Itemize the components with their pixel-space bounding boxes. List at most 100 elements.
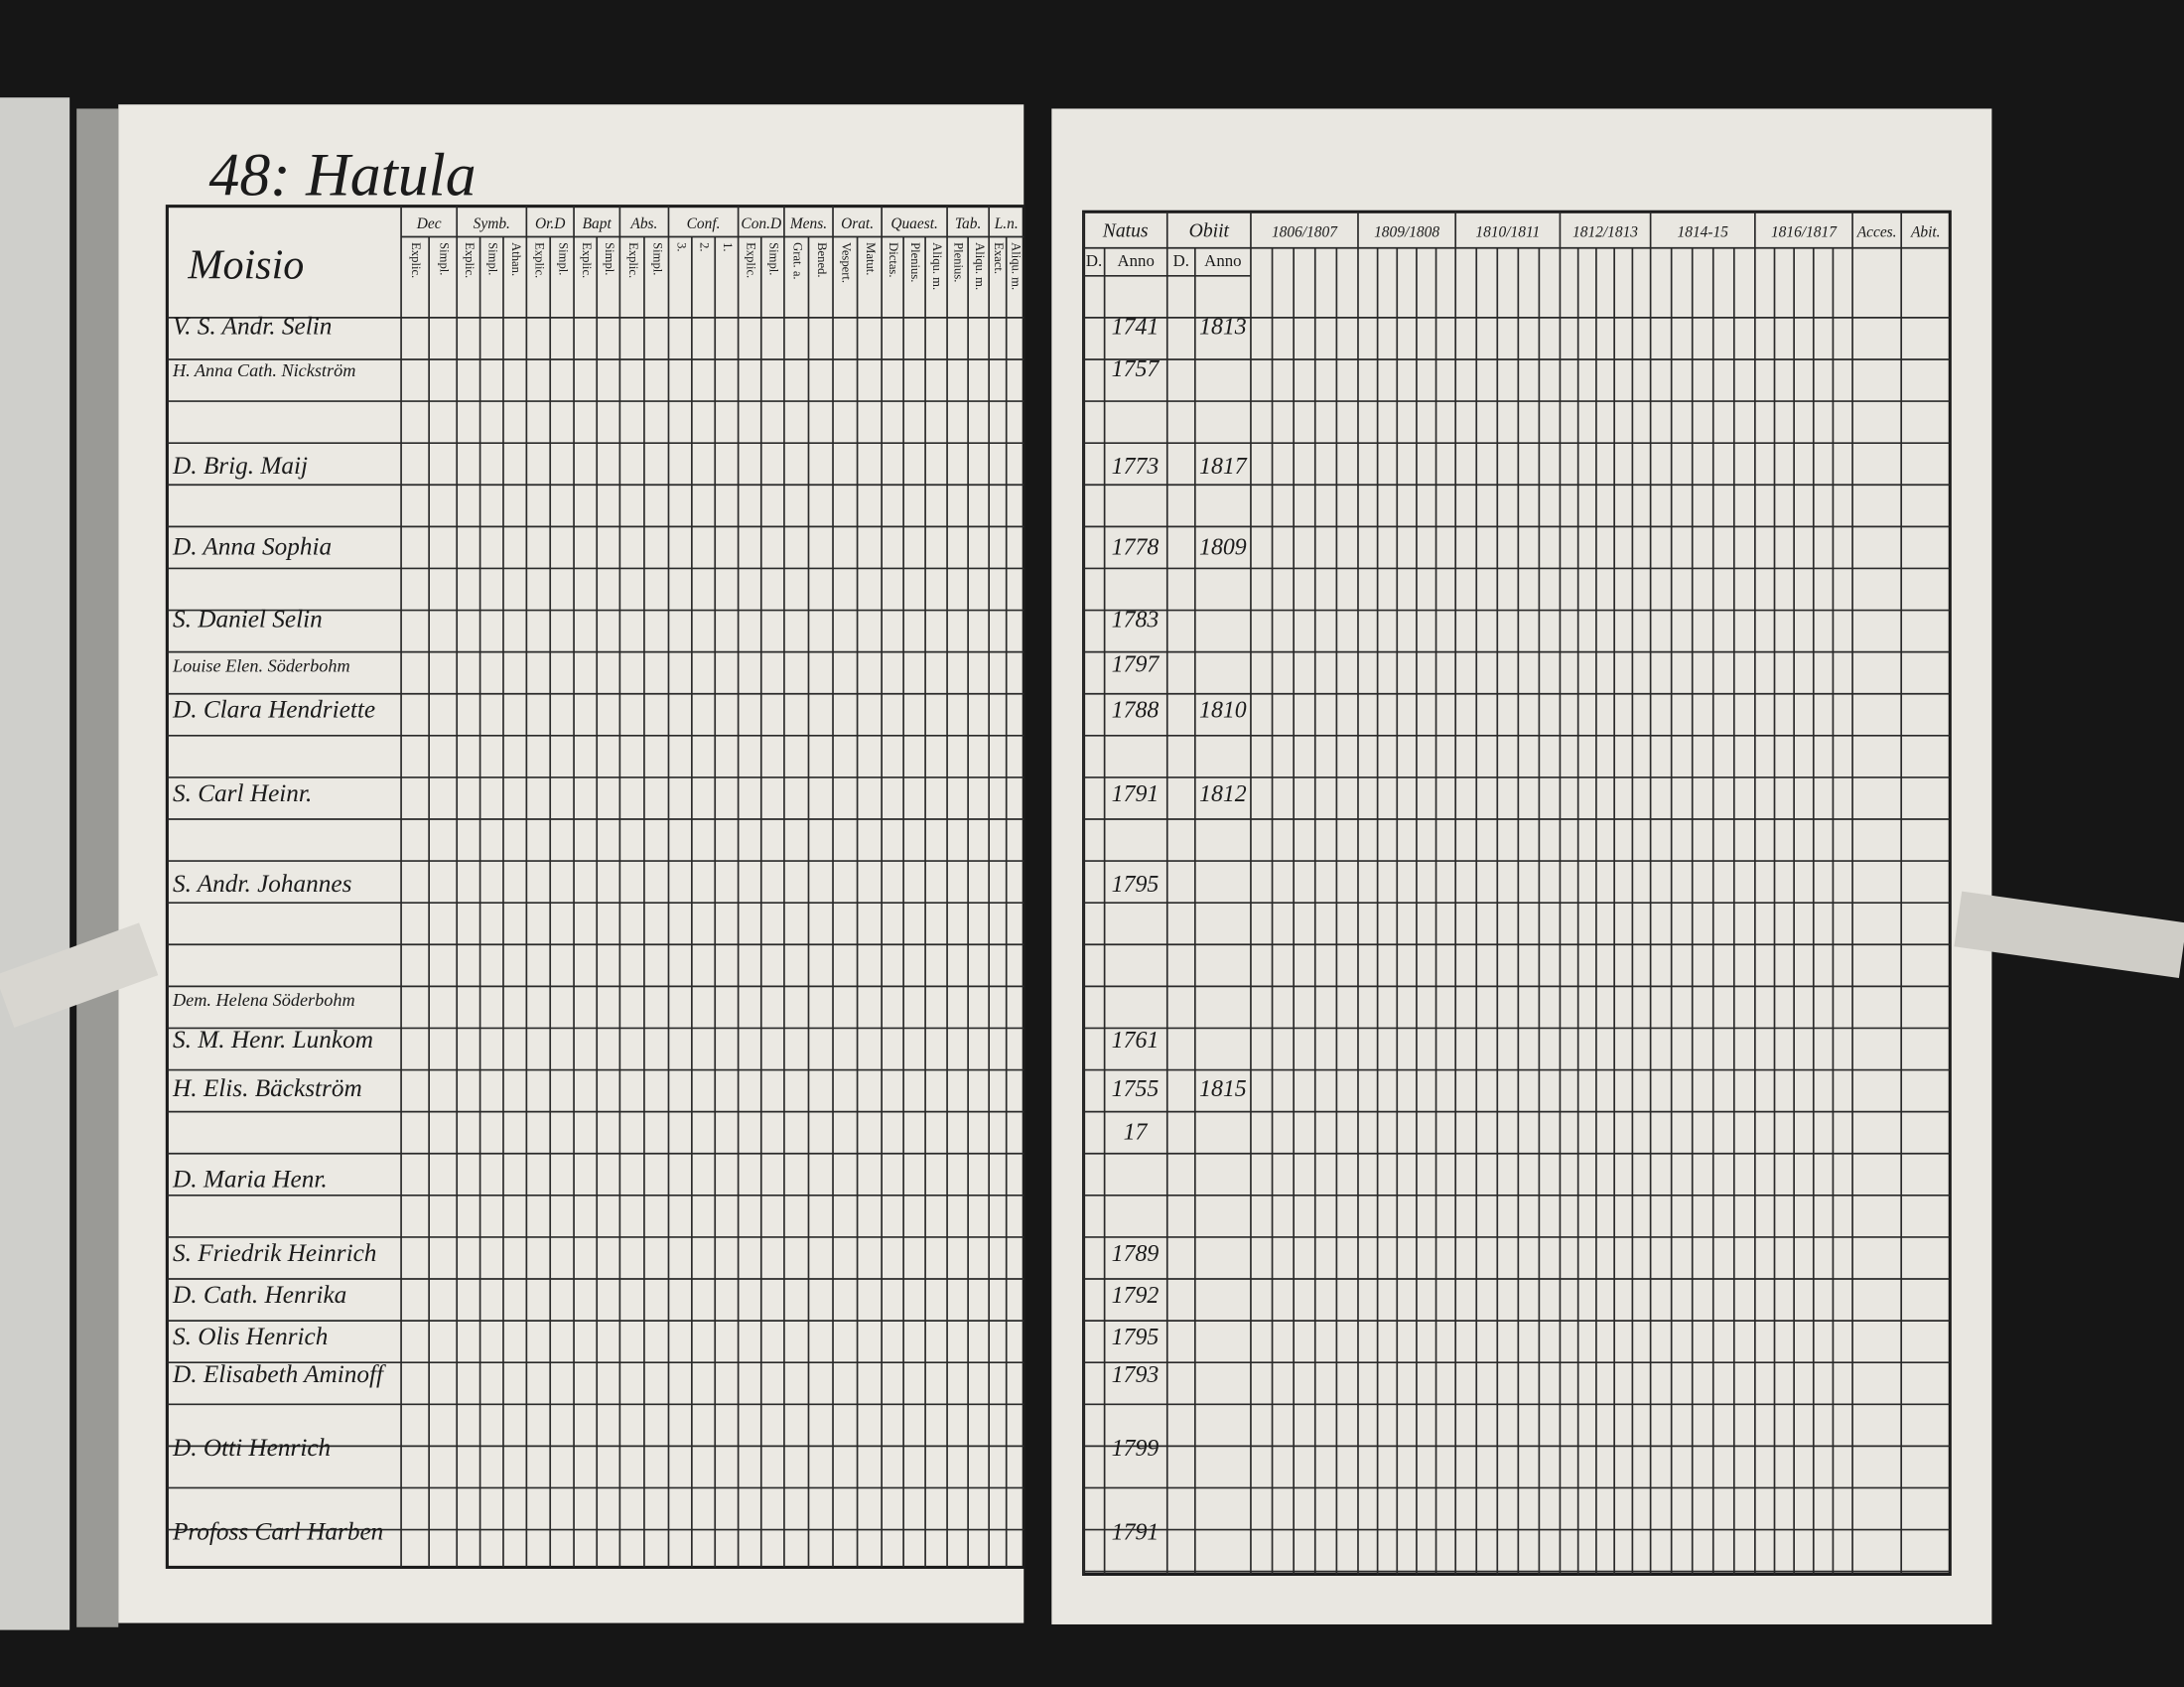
column-subheader: Anno: [1117, 251, 1154, 270]
row-name: Profoss Carl Harben: [172, 1517, 383, 1545]
column-header: 1816/1817: [1771, 224, 1838, 241]
left-page: [118, 104, 1024, 1623]
row-natus: 1783: [1112, 607, 1160, 633]
column-subheader: Simpl.: [603, 242, 616, 275]
column-header: Bapt: [583, 215, 613, 232]
column-subheader: Explic.: [532, 242, 546, 278]
column-subheader: Simpl.: [766, 242, 780, 275]
column-header: Orat.: [841, 215, 874, 232]
column-header: Conf.: [687, 215, 721, 232]
column-subheader: Simpl.: [485, 242, 499, 275]
row-name: D. Clara Hendriette: [172, 696, 375, 724]
row-obiit: 1817: [1199, 454, 1248, 480]
row-name: S. Daniel Selin: [173, 605, 323, 633]
column-header: 1809/1808: [1374, 224, 1439, 241]
row-natus: 1797: [1112, 651, 1160, 677]
row-name: D. Maria Henr.: [172, 1165, 328, 1193]
left-table-frame: [165, 205, 1025, 1569]
column-header: L.n.: [994, 215, 1019, 232]
column-header: Mens.: [789, 215, 827, 232]
row-name: S. Olis Henrich: [173, 1323, 328, 1350]
right-page: [1051, 108, 1992, 1624]
row-natus: 1757: [1112, 356, 1160, 382]
row-natus: 1789: [1112, 1241, 1160, 1267]
column-subheader: Bened.: [815, 242, 829, 277]
row-obiit: 1815: [1199, 1076, 1247, 1102]
row-name: H. Anna Cath. Nickström: [172, 360, 355, 380]
row-natus: 1773: [1112, 454, 1160, 480]
row-name: S. Friedrik Heinrich: [173, 1239, 376, 1267]
column-subheader: Aliqu. m.: [973, 242, 987, 290]
row-obiit: 1809: [1199, 534, 1247, 560]
column-subheader: Exact.: [992, 242, 1006, 274]
column-subheader: Dictas.: [887, 242, 900, 277]
row-name: D. Anna Sophia: [172, 532, 332, 560]
column-header: 1812/1813: [1572, 224, 1638, 241]
row-obiit: 1813: [1199, 315, 1247, 341]
column-header: 1810/1811: [1475, 224, 1540, 241]
row-name: S. Andr. Johannes: [173, 870, 352, 898]
row-natus: 1761: [1112, 1028, 1160, 1054]
row-natus: 1799: [1112, 1436, 1160, 1462]
column-subheader: Explic.: [580, 242, 594, 278]
row-natus: 1791: [1112, 781, 1160, 807]
clip-right: [1954, 891, 2184, 979]
column-subheader: Plenius.: [952, 242, 966, 282]
row-name: Louise Elen. Söderbohm: [172, 655, 350, 675]
column-header: Natus: [1102, 220, 1149, 242]
column-header: 1814-15: [1678, 224, 1729, 241]
column-subheader: D.: [1173, 251, 1189, 270]
column-header: Abit.: [1910, 224, 1941, 241]
column-header: Quaest.: [890, 215, 938, 232]
column-header: Obiit: [1189, 220, 1230, 242]
column-subheader: Simpl.: [556, 242, 570, 275]
row-natus: 1795: [1112, 872, 1160, 898]
column-subheader: Matut.: [864, 242, 878, 275]
row-name: D. Otti Henrich: [172, 1434, 331, 1462]
spread: 48: Hatula Moisio Dec Explic. Simpl. Symb. Ex…: [0, 97, 2184, 1630]
column-subheader: 3.: [674, 242, 688, 251]
row-natus: 1793: [1112, 1362, 1160, 1388]
column-subheader: Grat. a.: [790, 242, 804, 279]
column-header: Or.D: [535, 215, 565, 232]
column-header: Acces.: [1856, 224, 1897, 241]
column-subheader: Aliqu. m.: [1010, 242, 1024, 290]
row-natus: 1741: [1112, 315, 1160, 341]
name-header: Moisio: [187, 242, 304, 289]
column-subheader: Aliqu. m.: [930, 242, 944, 290]
row-obiit: 1810: [1199, 698, 1247, 724]
row-name: D. Cath. Henrika: [172, 1281, 346, 1309]
row-name: S. M. Henr. Lunkom: [173, 1026, 373, 1054]
row-natus: 1755: [1112, 1076, 1160, 1102]
column-subheader: Explic.: [409, 242, 423, 278]
row-name: S. Carl Heinr.: [173, 779, 312, 807]
column-header: 1806/1807: [1272, 224, 1338, 241]
row-natus: 1788: [1112, 698, 1160, 724]
column-header: Symb.: [474, 215, 510, 232]
column-subheader: Plenius.: [908, 242, 922, 282]
prev-page-edge: [0, 97, 70, 1630]
column-subheader: Athan.: [509, 242, 523, 276]
row-obiit: 1812: [1199, 781, 1247, 807]
column-subheader: Explic.: [744, 242, 757, 278]
column-subheader: Explic.: [626, 242, 640, 278]
column-subheader: 2.: [698, 242, 712, 251]
row-natus: 1795: [1112, 1325, 1160, 1350]
binding-edge: [76, 108, 119, 1627]
column-subheader: D.: [1086, 251, 1102, 270]
row-name: D. Elisabeth Aminoff: [172, 1360, 386, 1388]
page-title: 48: Hatula: [208, 141, 476, 209]
column-header: Con.D: [741, 215, 781, 232]
column-header: Abs.: [629, 215, 657, 232]
column-header: Tab.: [955, 215, 981, 232]
row-name: D. Brig. Maij: [172, 452, 308, 480]
clip-left: [0, 922, 159, 1028]
column-subheader: Anno: [1204, 251, 1241, 270]
row-natus: 1778: [1112, 534, 1160, 560]
row-name: Dem. Helena Söderbohm: [172, 990, 355, 1010]
column-subheader: Simpl.: [650, 242, 664, 275]
row-name: V. S. Andr. Selin: [173, 313, 332, 341]
column-subheader: Simpl.: [437, 242, 451, 275]
